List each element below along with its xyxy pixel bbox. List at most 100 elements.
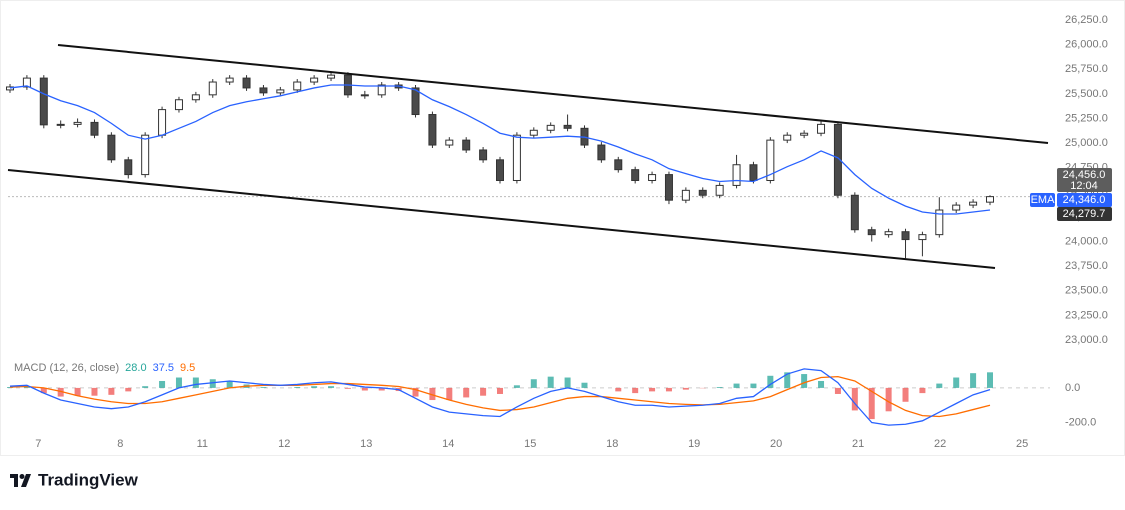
candle-body — [142, 135, 149, 174]
candle-body — [716, 185, 723, 195]
histogram-bar — [801, 374, 807, 388]
candle-body — [615, 160, 622, 170]
ema-tag: EMA — [1031, 194, 1056, 206]
histogram-bar — [362, 388, 368, 391]
candle-body — [530, 130, 537, 135]
y-tick-label: 23,250.0 — [1065, 309, 1108, 321]
candle-body — [513, 135, 520, 180]
candle-body — [547, 125, 554, 130]
candle-body — [40, 78, 47, 125]
candle-body — [497, 160, 504, 181]
ema-line — [10, 85, 990, 214]
candle-body — [311, 78, 318, 82]
y-tick-label: 23,000.0 — [1065, 334, 1108, 346]
logo — [10, 474, 31, 487]
histogram-bar — [903, 388, 909, 402]
histogram-bar — [142, 386, 148, 388]
histogram-bar — [717, 387, 723, 388]
candle-body — [564, 125, 571, 128]
candle-body — [851, 195, 858, 229]
y-tick-label: 25,500.0 — [1065, 88, 1108, 100]
candle-body — [57, 124, 64, 125]
candle-body — [429, 115, 436, 146]
candle-body — [801, 133, 808, 135]
histogram-bar — [818, 381, 824, 388]
histogram-bar — [159, 381, 165, 388]
histogram-bar — [565, 378, 571, 388]
y-tick-label: 24,000.0 — [1065, 235, 1108, 247]
histogram-bar — [548, 377, 554, 388]
candle-body — [209, 82, 216, 95]
histogram-bar — [176, 378, 182, 388]
histogram-bar — [886, 388, 892, 411]
histogram-bar — [260, 387, 266, 388]
histogram-bar — [649, 388, 655, 391]
macd-tick-label: 0.0 — [1065, 382, 1080, 394]
histogram-bar — [750, 384, 756, 388]
candle-body — [632, 170, 639, 181]
logo-part — [20, 474, 25, 479]
candle-body — [192, 95, 199, 100]
candle-body — [649, 175, 656, 181]
candle-body — [784, 135, 791, 140]
histogram-bar — [311, 386, 317, 388]
histogram-bar — [987, 372, 993, 388]
histogram-bar — [294, 387, 300, 388]
histogram-bar — [734, 384, 740, 388]
y-tick-label: 23,500.0 — [1065, 285, 1108, 297]
histogram-bar — [970, 373, 976, 388]
candle-body — [463, 140, 470, 150]
histogram-bar — [953, 378, 959, 388]
candle-body — [953, 205, 960, 210]
histogram-bar — [531, 379, 537, 388]
macd-legend-value: 37.5 — [153, 362, 174, 374]
histogram-bar — [227, 381, 233, 388]
x-tick-label: 20 — [770, 438, 782, 450]
y-tick-label: 25,000.0 — [1065, 137, 1108, 149]
histogram-bar — [446, 388, 452, 400]
logo-part — [14, 474, 18, 487]
candle-body — [902, 232, 909, 240]
macd-tick-label: -200.0 — [1065, 416, 1096, 428]
candle-body — [294, 82, 301, 90]
candle-body — [226, 78, 233, 82]
histogram-bar — [497, 388, 503, 394]
histogram-bar — [345, 388, 351, 389]
candle-body — [74, 122, 81, 124]
x-tick-label: 19 — [688, 438, 700, 450]
histogram-bar — [328, 386, 334, 388]
candle-body — [91, 122, 98, 135]
candle-body — [868, 230, 875, 235]
candle-body — [970, 202, 977, 205]
x-tick-label: 25 — [1016, 438, 1028, 450]
y-tick-label: 26,250.0 — [1065, 14, 1108, 26]
histogram-bar — [632, 388, 638, 393]
histogram-bar — [581, 383, 587, 388]
candle-body — [818, 124, 825, 133]
histogram-bar — [852, 388, 858, 411]
y-tick-label: 25,750.0 — [1065, 63, 1108, 75]
candle-body — [446, 140, 453, 145]
candle-body — [750, 165, 757, 181]
histogram-bar — [463, 388, 469, 398]
histogram-bar — [615, 388, 621, 391]
candle-body — [699, 190, 706, 195]
candle-body — [665, 175, 672, 201]
macd-title: MACD (12, 26, close) — [14, 362, 119, 374]
x-tick-label: 21 — [852, 438, 864, 450]
candle-body — [328, 75, 335, 78]
x-tick-label: 14 — [442, 438, 454, 450]
macd-legend-value: 28.0 — [125, 362, 146, 374]
candle-body — [682, 190, 689, 200]
x-tick-label: 13 — [360, 438, 372, 450]
histogram-bar — [125, 388, 131, 391]
histogram-bar — [936, 384, 942, 388]
histogram-bar — [480, 388, 486, 396]
y-tick-label: 26,000.0 — [1065, 39, 1108, 51]
candle-body — [361, 95, 368, 96]
candle-body — [919, 235, 926, 240]
histogram-bar — [683, 388, 689, 390]
histogram-bar — [666, 388, 672, 391]
